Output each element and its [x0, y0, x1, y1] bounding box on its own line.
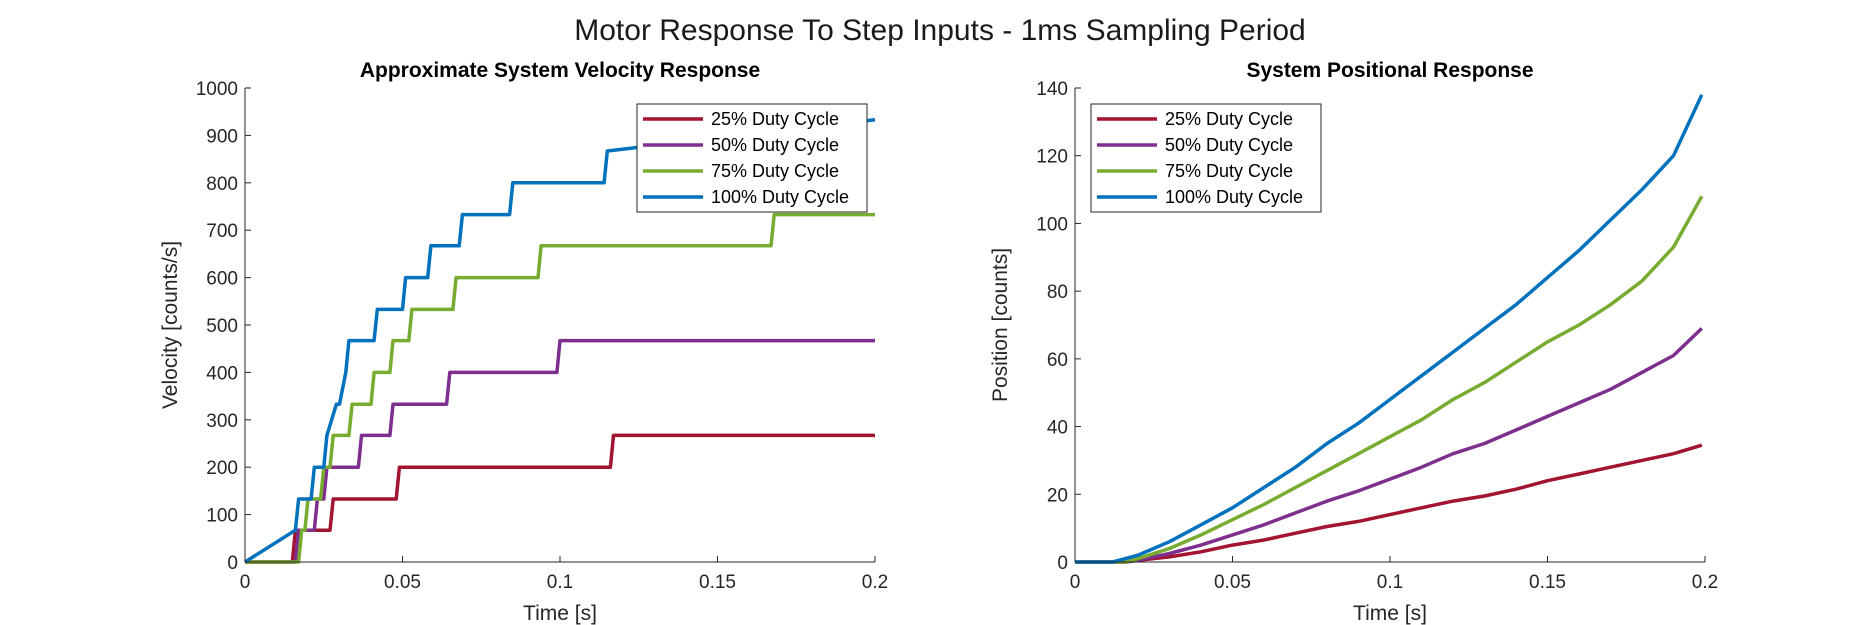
position-y-tick-label: 100 [1036, 214, 1068, 235]
position-x-tick-label: 0.1 [1377, 572, 1403, 593]
velocity-y-tick-label: 200 [206, 458, 238, 479]
position-x-tick-label: 0.2 [1692, 572, 1718, 593]
position-y-tick-label: 40 [1047, 418, 1068, 439]
position-x-axis-label: Time [s] [1353, 602, 1427, 625]
velocity-series-line-4 [244, 118, 876, 564]
velocity-y-tick-label: 100 [206, 506, 238, 527]
velocity-legend-label-3: 75% Duty Cycle [711, 161, 839, 181]
velocity-legend-label-4: 100% Duty Cycle [711, 187, 849, 207]
position-y-tick-label: 120 [1036, 147, 1068, 168]
figure-title: Motor Response To Step Inputs - 1ms Samp… [574, 14, 1305, 47]
velocity-chart: 0 0.05 0.1 0.15 0.2 0 100 200 300 400 500 600 700 800… [159, 59, 888, 625]
velocity-x-tick-label: 0 [240, 572, 251, 593]
velocity-y-tick-label: 800 [206, 174, 238, 195]
position-series-line-1 [1075, 443, 1703, 564]
position-legend-box [1090, 103, 1322, 213]
position-series-line-2 [1075, 327, 1704, 564]
position-legend-label-2: 50% Duty Cycle [1165, 135, 1293, 155]
velocity-series-group [244, 118, 876, 564]
position-x-tick-label: 0.15 [1529, 572, 1566, 593]
position-chart: 0 0.05 0.1 0.15 0.2 0 20 40 60 80 100 120 140 System … [989, 59, 1718, 625]
velocity-y-tick-label: 1000 [196, 79, 238, 100]
position-x-tick-label: 0.05 [1214, 572, 1251, 593]
velocity-x-tick-label: 0.15 [699, 572, 736, 593]
position-chart-title: System Positional Response [1246, 59, 1533, 82]
position-y-tick-label: 80 [1047, 282, 1068, 303]
velocity-y-axis-label: Velocity [counts/s] [159, 241, 182, 409]
velocity-x-tick-label: 0.2 [862, 572, 888, 593]
velocity-x-axis-label: Time [s] [523, 602, 597, 625]
velocity-y-tick-label: 700 [206, 221, 238, 242]
position-y-tick-label: 20 [1047, 485, 1068, 506]
velocity-legend-label-1: 25% Duty Cycle [711, 109, 839, 129]
velocity-y-tick-label: 900 [206, 126, 238, 147]
velocity-y-tick-label: 500 [206, 316, 238, 337]
position-series-line-3 [1075, 195, 1704, 564]
velocity-y-tick-label: 600 [206, 269, 238, 290]
position-legend: 25% Duty Cycle 50% Duty Cycle 75% Duty Cyc… [1090, 103, 1322, 213]
velocity-chart-title: Approximate System Velocity Response [360, 59, 760, 82]
velocity-legend: 25% Duty Cycle 50% Duty Cycle 75% Duty Cyc… [636, 103, 868, 213]
velocity-series-line-1 [245, 433, 875, 564]
position-legend-label-3: 75% Duty Cycle [1165, 161, 1293, 181]
velocity-legend-label-2: 50% Duty Cycle [711, 135, 839, 155]
velocity-series-line-2 [245, 338, 875, 564]
position-y-tick-label: 0 [1057, 553, 1068, 574]
velocity-x-tick-label: 0.1 [547, 572, 573, 593]
position-x-tick-label: 0 [1070, 572, 1081, 593]
velocity-y-tick-label: 300 [206, 411, 238, 432]
velocity-legend-box [636, 103, 868, 213]
position-legend-label-4: 100% Duty Cycle [1165, 187, 1303, 207]
velocity-y-tick-label: 400 [206, 363, 238, 384]
position-series-group [1075, 94, 1704, 564]
velocity-x-tick-label: 0.05 [384, 572, 421, 593]
velocity-y-tick-label: 0 [227, 553, 238, 574]
position-legend-label-1: 25% Duty Cycle [1165, 109, 1293, 129]
position-series-line-4 [1075, 94, 1704, 564]
position-y-tick-label: 140 [1036, 79, 1068, 100]
velocity-series-line-3 [245, 212, 875, 564]
position-y-axis-label: Position [counts] [989, 248, 1012, 402]
position-y-tick-label: 60 [1047, 350, 1068, 371]
